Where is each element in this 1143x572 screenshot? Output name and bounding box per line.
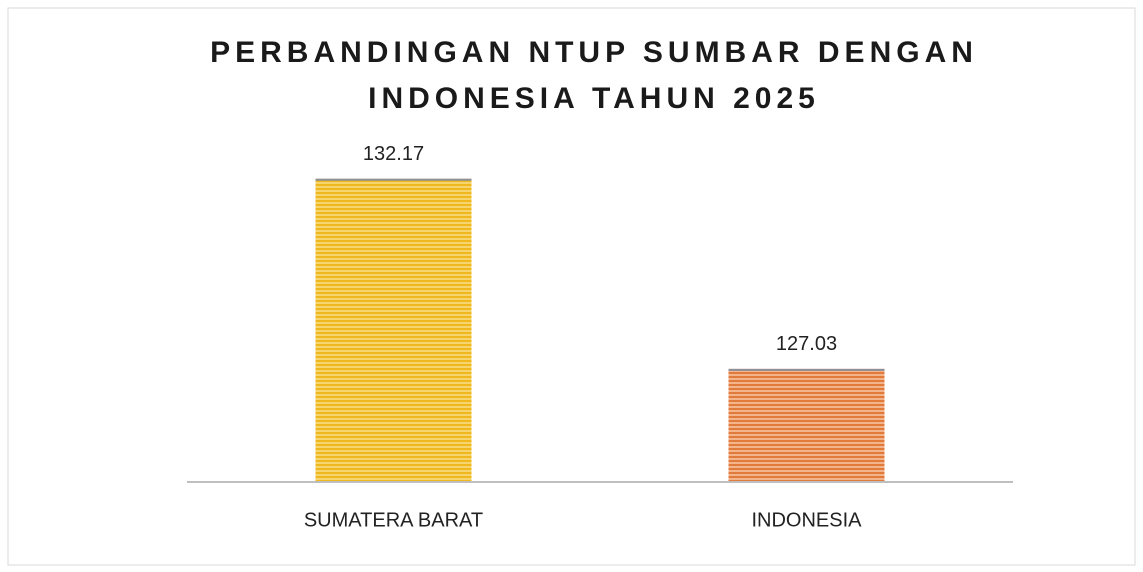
bar-top-edge <box>728 368 885 371</box>
chart-border <box>7 7 1136 566</box>
bar <box>728 368 885 481</box>
data-label: 127.03 <box>776 333 837 355</box>
x-tick-label: INDONESIA <box>751 509 862 531</box>
chart-title: PERBANDINGAN NTUP SUMBAR DENGAN INDONESI… <box>210 36 978 115</box>
bar <box>315 178 472 481</box>
bar-top-edge <box>315 178 472 181</box>
x-tick-label: SUMATERA BARAT <box>304 509 483 531</box>
data-label: 132.17 <box>363 143 424 165</box>
